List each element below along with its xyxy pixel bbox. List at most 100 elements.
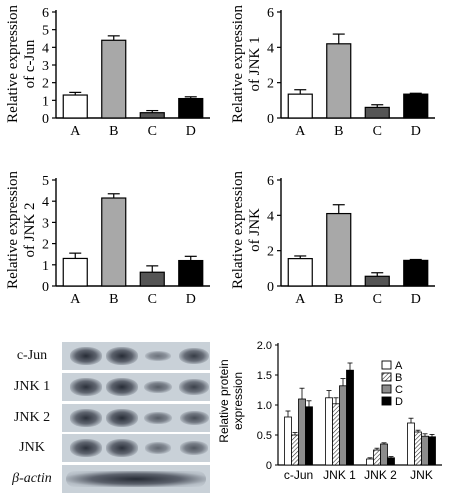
blot-band — [106, 439, 138, 457]
blot-row-label: JNK — [19, 440, 45, 455]
bar-A — [62, 257, 88, 287]
ylabel: Relative expression of JNK — [230, 171, 263, 289]
chart-cjun: Relative expression of c-Jun 0 1 2 3 4 5 6 A B C D — [5, 5, 210, 139]
blot-band — [145, 350, 171, 362]
y-tick-label: 0 — [267, 280, 274, 295]
bar-D — [403, 259, 429, 287]
legend-label: D — [395, 396, 403, 408]
chart-jnk: Relative expression of JNK 0 2 4 6 A B C D — [230, 171, 435, 307]
bar-B — [414, 431, 422, 466]
blot-band — [66, 471, 206, 487]
plot: 0 0.5 1.0 1.5 2.0 c-Jun JNK 1 JNK 2 JNK — [257, 340, 442, 482]
ylabel-line-2: of JNK — [247, 208, 263, 252]
y-tick-label: 0 — [42, 112, 49, 127]
ylabel-line-2: of JNK 2 — [22, 203, 38, 258]
blot-row-label: c-Jun — [16, 348, 48, 363]
blot-band — [106, 347, 138, 365]
blot-row-label: β-actin — [12, 471, 52, 486]
legend-swatch-A — [381, 360, 392, 370]
blot-band — [70, 439, 102, 457]
plot: 0 1 2 3 4 5 6 A B C D — [42, 6, 210, 139]
blot-band — [70, 378, 102, 396]
ylabel: Relative expression of JNK 1 — [230, 5, 263, 123]
bar-B — [101, 39, 127, 119]
bar-B — [326, 43, 352, 119]
y-tick-label: 2 — [42, 238, 49, 253]
bar-C — [139, 271, 165, 287]
x-tick-label: A — [295, 292, 306, 307]
bar-D — [387, 457, 395, 466]
bar-A — [366, 458, 374, 466]
ylabel: Relative expression of c-Jun — [5, 5, 38, 123]
y-tick-label: 6 — [42, 6, 49, 21]
chart-jnk1: Relative expression of JNK 1 0 2 4 6 A B C D — [230, 5, 435, 139]
blot-strip — [62, 373, 210, 401]
x-tick-label: A — [295, 124, 306, 139]
plot: 0 1 2 3 4 5 A B C D — [42, 174, 210, 307]
x-tick-label: C — [373, 292, 382, 307]
bar-D — [346, 369, 354, 466]
bar-A — [407, 422, 415, 466]
x-tick-label: D — [186, 124, 196, 139]
blot-band — [106, 409, 138, 427]
x-tick-label: JNK 2 — [364, 468, 397, 482]
blot-strip — [62, 465, 210, 493]
blot-row-label: JNK 1 — [13, 379, 51, 394]
bar-D — [428, 436, 436, 466]
bar-A — [62, 94, 88, 119]
bar-C — [421, 435, 429, 466]
y-tick-label: 2.0 — [257, 340, 272, 352]
x-tick-label: c-Jun — [284, 468, 313, 482]
legend-label: A — [395, 360, 403, 372]
legend-swatch-B — [381, 372, 392, 382]
ylabel-line-1: Relative expression — [230, 5, 246, 123]
blot-strip — [62, 342, 210, 370]
bar-B — [332, 403, 340, 466]
blot-band — [178, 347, 210, 365]
y-tick-label: 2 — [267, 77, 274, 92]
x-tick-label: B — [334, 292, 343, 307]
x-tick-label: B — [109, 292, 118, 307]
blot-row-label: JNK 2 — [13, 410, 51, 425]
bar-D — [305, 406, 313, 466]
y-tick-label: 4 — [267, 209, 274, 224]
ylabel: Relative protein expression — [217, 359, 245, 442]
ylabel-line-1: Relative protein — [217, 359, 231, 442]
ylabel-line-2: of c-Jun — [22, 39, 38, 88]
x-tick-label: D — [186, 292, 196, 307]
y-tick-label: 4 — [42, 41, 49, 56]
blot-band — [179, 410, 209, 426]
legend-swatch-D — [381, 396, 392, 406]
bar-C — [298, 398, 306, 466]
y-tick-label: 1.5 — [257, 370, 272, 382]
y-tick-label: 1 — [42, 94, 49, 109]
ylabel: Relative expression of JNK 2 — [5, 171, 38, 289]
bar-D — [178, 97, 204, 119]
plot: 0 2 4 6 A B C D — [267, 6, 435, 139]
y-tick-label: 6 — [267, 6, 274, 21]
y-tick-label: 2 — [42, 77, 49, 92]
y-tick-label: 6 — [267, 174, 274, 189]
y-tick-label: 0 — [267, 112, 274, 127]
x-tick-label: D — [411, 292, 421, 307]
blot-band — [144, 442, 172, 454]
blot-strip — [62, 434, 210, 462]
x-tick-label: A — [70, 292, 81, 307]
y-tick-label: 5 — [42, 174, 49, 189]
x-tick-label: C — [373, 124, 382, 139]
bar-C — [380, 443, 388, 466]
blot-strip — [62, 404, 210, 432]
blot-band — [106, 378, 138, 396]
y-tick-label: 3 — [42, 216, 49, 231]
blot-band — [70, 347, 102, 365]
y-tick-label: 1 — [42, 259, 49, 274]
x-tick-label: C — [148, 124, 157, 139]
plot: 0 2 4 6 A B C D — [267, 174, 435, 307]
y-tick-label: 1.0 — [257, 400, 272, 412]
x-tick-label: JNK — [410, 468, 433, 482]
chart-protein: Relative protein expression 0 0.5 1.0 1.5 2.… — [217, 340, 442, 482]
blot-band — [70, 409, 102, 427]
x-tick-label: D — [411, 124, 421, 139]
y-tick-label: 5 — [42, 24, 49, 39]
